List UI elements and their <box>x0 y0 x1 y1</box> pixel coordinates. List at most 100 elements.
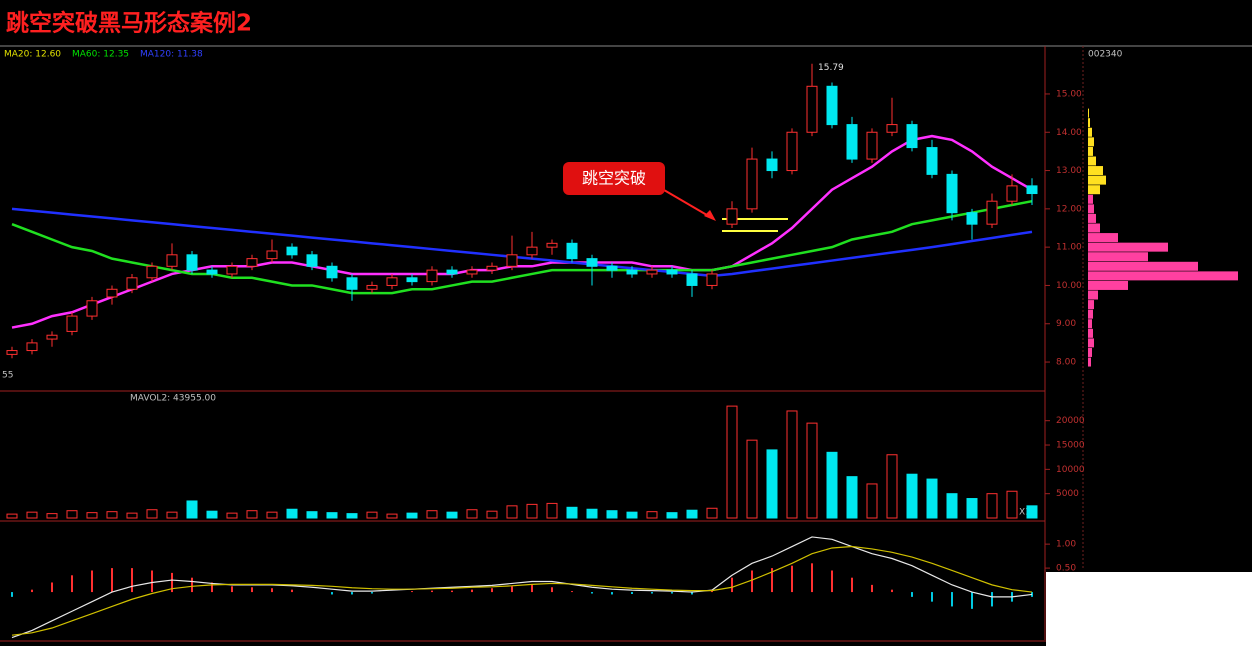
y-tick-label: 15000 <box>1056 441 1085 451</box>
candle-body <box>326 265 338 279</box>
volume-bar <box>706 507 718 519</box>
volume-bar <box>526 503 538 519</box>
line <box>11 545 1033 636</box>
volume-bar <box>426 510 438 519</box>
candle-body <box>286 246 298 256</box>
volume-bar <box>986 493 998 519</box>
volume-bar <box>186 500 198 519</box>
profile-bar <box>1088 233 1118 243</box>
candle-body <box>866 131 878 160</box>
volume-bar <box>1026 505 1038 519</box>
y-tick-label: 12.00 <box>1056 204 1082 214</box>
candle-body <box>306 254 318 267</box>
profile-bar <box>1088 127 1092 137</box>
candle-body <box>786 131 798 172</box>
candle-body <box>606 265 618 271</box>
candle-body <box>906 124 918 149</box>
volume-bar <box>846 476 858 519</box>
volume-bar <box>206 510 218 519</box>
y-tick-label: 11.00 <box>1056 243 1082 253</box>
volume-bar <box>906 473 918 519</box>
candle-body <box>646 269 658 275</box>
candle-body <box>346 277 358 290</box>
volume-bar <box>326 512 338 519</box>
y-tick-label: 9.00 <box>1056 319 1076 329</box>
volume-legend: MAVOL2: 43955.00 <box>130 394 216 404</box>
candle-body <box>386 277 398 286</box>
candle-body <box>706 273 718 286</box>
annotation-text: 跳空突破 <box>582 169 646 188</box>
legend-item: MA20: 12.60 <box>4 50 61 60</box>
candle-body <box>686 273 698 286</box>
blank-area <box>1046 572 1252 646</box>
volume-bar <box>446 511 458 519</box>
volume-bar <box>246 510 258 519</box>
volume-bar <box>586 508 598 519</box>
candle-body <box>986 200 998 225</box>
candle-body <box>206 269 218 275</box>
candle-body <box>506 254 518 267</box>
candle-body <box>226 265 238 275</box>
profile-bar <box>1088 252 1148 262</box>
candle-body <box>806 85 818 133</box>
candle-body <box>246 258 258 267</box>
profile-bar <box>1088 194 1093 204</box>
candle-body <box>406 277 418 283</box>
profile-bar <box>1088 309 1093 319</box>
profile-bar <box>1088 166 1103 176</box>
volume-bar <box>506 505 518 519</box>
candle-body <box>846 124 858 160</box>
volume-bar <box>826 451 838 519</box>
profile-bar <box>1088 261 1198 271</box>
profile-bar <box>1088 300 1094 310</box>
candle-body <box>826 85 838 126</box>
volume-bar <box>646 511 658 519</box>
line <box>11 536 1033 639</box>
candle-body <box>966 212 978 225</box>
candle-body <box>166 254 178 267</box>
profile-bar <box>1088 185 1100 195</box>
candle-body <box>86 300 98 317</box>
volume-bar <box>486 510 498 519</box>
candle-body <box>926 147 938 175</box>
legend-item: MA120: 11.38 <box>140 50 203 60</box>
candle-body <box>26 342 38 352</box>
volume-bar <box>1006 490 1018 519</box>
volume-bar <box>386 513 398 519</box>
y-tick-label: 0.50 <box>1056 564 1076 574</box>
candle-body <box>586 258 598 267</box>
y-tick-label: 1.00 <box>1056 540 1076 550</box>
volume-bar <box>886 454 898 519</box>
volume-bar <box>226 512 238 519</box>
profile-bar <box>1088 319 1092 329</box>
volume-bar <box>26 511 38 519</box>
volume-bar <box>666 512 678 519</box>
volume-bar <box>546 502 558 519</box>
volume-bar <box>46 513 58 519</box>
candle-body <box>566 242 578 260</box>
volume-bar <box>926 478 938 519</box>
profile-bar <box>1088 108 1089 118</box>
candle-body <box>106 288 118 298</box>
candle-body <box>6 350 18 355</box>
high-label: 15.79 <box>818 63 844 73</box>
y-tick-label: 5000 <box>1056 489 1079 499</box>
candle-body <box>146 265 158 279</box>
annotation-arrowhead <box>704 210 716 221</box>
volume-bar <box>146 509 158 519</box>
candle-body <box>746 158 758 210</box>
profile-bar <box>1088 204 1094 214</box>
candle-body <box>366 284 378 290</box>
profile-bar <box>1088 156 1096 166</box>
profile-bar <box>1088 290 1098 300</box>
volume-bar <box>726 405 738 519</box>
profile-bar <box>1088 175 1106 185</box>
candle-body <box>946 173 958 214</box>
volume-bar <box>406 512 418 519</box>
profile-bar <box>1088 338 1094 348</box>
legend-item: MA60: 12.35 <box>72 50 129 60</box>
y-tick-label: 10.00 <box>1056 281 1082 291</box>
y-tick-label: 8.00 <box>1056 358 1076 368</box>
candle-body <box>126 277 138 290</box>
profile-bar <box>1088 280 1128 290</box>
